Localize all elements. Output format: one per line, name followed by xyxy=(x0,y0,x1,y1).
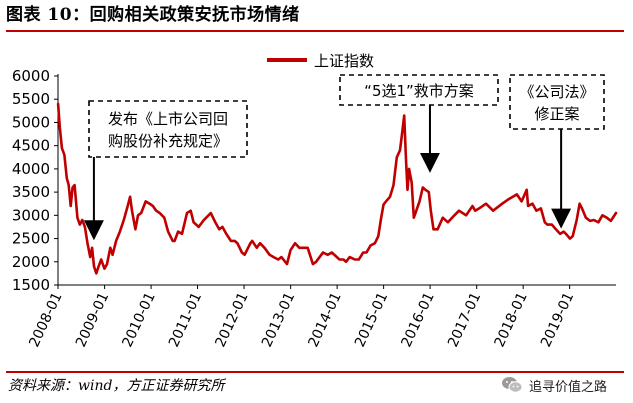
y-tick-label: 3500 xyxy=(12,183,50,201)
x-tick-label: 2008-01 xyxy=(26,290,65,350)
title-divider xyxy=(6,30,624,32)
x-tick-label: 2010-01 xyxy=(119,290,158,350)
annotation-box xyxy=(88,100,248,158)
y-tick-label: 2000 xyxy=(12,253,50,271)
line-chart: 1500 2000 2500 3000 3500 4000 4500 5000 5500 6000… xyxy=(12,52,618,350)
y-tick-label: 3000 xyxy=(12,206,50,224)
annotation-text: “5选1”救市方案 xyxy=(364,82,474,100)
x-tick-label: 2015-01 xyxy=(352,290,391,350)
x-tick-label: 2018-01 xyxy=(492,290,531,350)
annotation-text: 《公司法》 xyxy=(519,83,594,101)
source-note: 资料来源：wind，方正证券研究所 xyxy=(8,378,225,394)
x-tick-label: 2017-01 xyxy=(445,290,484,350)
x-tick-label: 2014-01 xyxy=(306,290,345,350)
x-tick-label: 2012-01 xyxy=(212,290,251,350)
chart-title: 图表 10：回购相关政策安抚市场情绪 xyxy=(6,5,300,25)
y-tick-label: 2500 xyxy=(12,230,50,248)
y-tick-label: 4500 xyxy=(12,137,50,155)
legend-label: 上证指数 xyxy=(314,52,374,70)
y-tick-label: 5000 xyxy=(12,113,50,131)
annotation-text: 修正案 xyxy=(534,105,579,123)
wechat-icon xyxy=(501,376,523,394)
y-tick-label: 6000 xyxy=(12,67,50,85)
x-tick-label: 2009-01 xyxy=(73,290,112,350)
x-tick-label: 2016-01 xyxy=(398,290,437,350)
watermark-text: 追寻价值之路 xyxy=(529,379,608,395)
annotation-box xyxy=(339,74,499,106)
annotation-box xyxy=(509,74,605,130)
annotation-text: 购股份补充规定》 xyxy=(108,132,228,150)
series-line-shanghai-index xyxy=(56,102,618,275)
x-tick-label: 2013-01 xyxy=(259,290,298,350)
watermark: 追寻价值之路 xyxy=(501,370,607,400)
footer-divider xyxy=(6,371,624,373)
y-tick-label: 1500 xyxy=(12,276,50,294)
annotation-text: 发布《上市公司回 xyxy=(108,110,228,128)
x-tick-label: 2011-01 xyxy=(166,290,205,350)
y-tick-label: 5500 xyxy=(12,90,50,108)
y-tick-label: 4000 xyxy=(12,160,50,178)
x-tick-label: 2019-01 xyxy=(538,290,577,350)
